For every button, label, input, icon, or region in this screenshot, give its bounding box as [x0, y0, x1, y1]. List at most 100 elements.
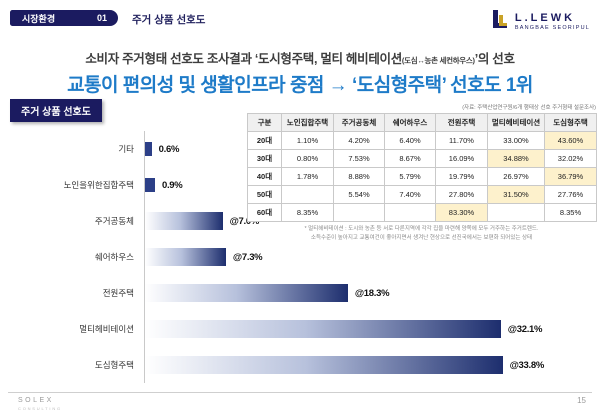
- section-number: 01: [96, 13, 107, 23]
- bar-row: 쉐어하우스 @7.3%: [12, 239, 544, 275]
- headline-line1-parenthetical: (도심↔농촌 세컨하우스): [401, 56, 475, 65]
- table-body: 20대 1.10% 4.20% 6.40% 11.70% 33.00% 43.60% 30대 0…: [247, 131, 597, 222]
- footer-brand: SOLEX: [18, 397, 54, 404]
- bar-category-label: 전원주택: [102, 288, 134, 298]
- table-cell: [333, 203, 385, 222]
- bar-area: @18.3%: [144, 275, 544, 311]
- logo-subtitle: BANGBAE SEORIPUL: [514, 25, 590, 31]
- bar-row: 전원주택 @18.3%: [12, 275, 544, 311]
- bar-category-label: 멀티헤비테이션: [79, 324, 134, 334]
- table-cell: 7.53%: [333, 149, 385, 168]
- table-cell: 11.70%: [435, 131, 488, 150]
- table-row: 20대 1.10% 4.20% 6.40% 11.70% 33.00% 43.60%: [247, 131, 597, 150]
- bar: [145, 356, 503, 374]
- bar-value-label: @33.8%: [509, 359, 545, 371]
- bar-value-label: 0.6%: [158, 143, 180, 155]
- title-block: 소비자 주거형태 선호도 조사결과 ‘도시형주택, 멀티 헤비테이션(도심↔농촌…: [0, 48, 600, 97]
- table-header-cell: 구분: [247, 113, 282, 132]
- bar-category-label: 기타: [118, 144, 134, 154]
- bar-category-label: 도심형주택: [94, 360, 134, 370]
- bar-row: 멀티헤비테이션 @32.1%: [12, 311, 544, 347]
- table-cell: 0.80%: [281, 149, 334, 168]
- headline-line2: 교통이 편의성 및 생활인프라 중점 → ‘도심형주택’ 선호도 1위: [67, 75, 533, 96]
- table-row-label: 30대: [247, 149, 282, 168]
- logo-name: L.LEWK: [514, 12, 576, 24]
- table-cell: 31.50%: [487, 185, 545, 204]
- section-title: 주거 상품 선호도: [132, 14, 206, 26]
- table-cell: [487, 203, 545, 222]
- section-pill: 시장환경 01: [10, 10, 118, 26]
- table-cell: 5.54%: [333, 185, 385, 204]
- table-row: 30대 0.80% 7.53% 8.67% 16.09% 34.88% 32.02%: [247, 149, 597, 168]
- bar-category-label: 쉐어하우스: [94, 252, 134, 262]
- bar-area: @32.1%: [144, 311, 544, 347]
- table-row: 60대 8.35% 83.30% 8.35%: [247, 203, 597, 222]
- table-head: 구분 노인집합주택 주거공동체 쉐어하우스 전원주택 멀티헤비테이션 도심형주택: [247, 113, 597, 132]
- bar-area: @7.3%: [144, 239, 544, 275]
- bar-row: 주거공동체 @7.0%: [12, 203, 544, 239]
- table-row-label: 50대: [247, 185, 282, 204]
- bar-category-label: 주거공동체: [94, 216, 134, 226]
- table-cell: 43.60%: [544, 131, 597, 150]
- page-number: 15: [577, 396, 586, 405]
- table-cell: 7.40%: [384, 185, 436, 204]
- table-source-note: (자료: 주택산업연구원/6개 행태상 선호 주거형태 설문조사): [462, 105, 596, 111]
- table-row: 50대 5.54% 7.40% 27.80% 31.50% 27.76%: [247, 185, 597, 204]
- table-cell: 8.35%: [544, 203, 597, 222]
- table-header-cell: 전원주택: [435, 113, 488, 132]
- footer-brand-subtitle: CONSULTING: [18, 406, 62, 411]
- bar: [145, 284, 348, 302]
- bar-chart-rows: 기타 0.6% 노인을위한집합주택 0.9% 주거공동체 @7.0% 쉐어하우스 @7.3% 전…: [12, 131, 544, 383]
- table-cell: 8.88%: [333, 167, 385, 186]
- table-header-cell: 도심형주택: [544, 113, 597, 132]
- table-cell: 83.30%: [435, 203, 488, 222]
- bar-row: 도심형주택 @33.8%: [12, 347, 544, 383]
- table-cell: 5.79%: [384, 167, 436, 186]
- bar: [145, 212, 223, 230]
- bar-area: 0.6%: [144, 131, 544, 167]
- table-cell: [384, 203, 436, 222]
- bar: [145, 320, 501, 338]
- logo-mark-icon: [489, 9, 510, 34]
- table-cell: 27.80%: [435, 185, 488, 204]
- bar: [145, 142, 152, 156]
- table-cell: 6.40%: [384, 131, 436, 150]
- table-row-label: 20대: [247, 131, 282, 150]
- table-cell: [281, 185, 334, 204]
- table-row-label: 60대: [247, 203, 282, 222]
- age-preference-table-block: (자료: 주택산업연구원/6개 행태상 선호 주거형태 설문조사) 구분 노인집합…: [247, 103, 597, 242]
- section-label: 시장환경: [22, 13, 56, 24]
- bar-area: 0.9%: [144, 167, 544, 203]
- headline-line1-suffix: ’의 선호: [474, 52, 515, 66]
- table-cell: 27.76%: [544, 185, 597, 204]
- bar-value-label: @7.3%: [232, 251, 263, 263]
- table-cell: 33.00%: [487, 131, 545, 150]
- table-header-cell: 멀티헤비테이션: [487, 113, 545, 132]
- table-cell: 32.02%: [544, 149, 597, 168]
- bar-area: @33.8%: [144, 347, 544, 383]
- footnote-line2: 소득수준이 높아지고 교통여건이 좋아지면서 생겨난 현상으로 선진국에서는 보…: [310, 234, 533, 241]
- table-cell: 34.88%: [487, 149, 545, 168]
- table-footnotes: * 멀티헤비테이션 : 도시와 농촌 등 서로 다른지역에 각각 집을 마련해 …: [247, 225, 596, 242]
- bar: [145, 248, 226, 266]
- headline-line1-text: 소비자 주거형태 선호도 조사결과 ‘도시형주택, 멀티 헤비테이션: [85, 52, 402, 66]
- preference-bar-chart: 기타 0.6% 노인을위한집합주택 0.9% 주거공동체 @7.0% 쉐어하우스 @7.3% 전…: [12, 131, 544, 383]
- table-row-label: 40대: [247, 167, 282, 186]
- footnote-line1: * 멀티헤비테이션 : 도시와 농촌 등 서로 다른지역에 각각 집을 마련해 …: [304, 226, 539, 232]
- table-cell: 19.79%: [435, 167, 488, 186]
- bar-value-label: 0.9%: [161, 179, 183, 191]
- bar-value-label: @7.0%: [229, 215, 260, 227]
- bar-area: @7.0%: [144, 203, 544, 239]
- bar-row: 노인을위한집합주택 0.9%: [12, 167, 544, 203]
- table-header-cell: 노인집합주택: [281, 113, 334, 132]
- headline-line1: 소비자 주거형태 선호도 조사결과 ‘도시형주택, 멀티 헤비테이션(도심↔농촌…: [0, 48, 600, 67]
- table-cell: 4.20%: [333, 131, 385, 150]
- bar-row: 기타 0.6%: [12, 131, 544, 167]
- table-cell: 1.78%: [281, 167, 334, 186]
- footer-divider: [8, 392, 592, 393]
- company-logo: L.LEWK BANGBAE SEORIPUL: [489, 9, 590, 34]
- age-preference-table: 구분 노인집합주택 주거공동체 쉐어하우스 전원주택 멀티헤비테이션 도심형주택 20대 1.…: [247, 113, 597, 222]
- table-header-cell: 주거공동체: [333, 113, 385, 132]
- table-row: 40대 1.78% 8.88% 5.79% 19.79% 26.97% 36.79%: [247, 167, 597, 186]
